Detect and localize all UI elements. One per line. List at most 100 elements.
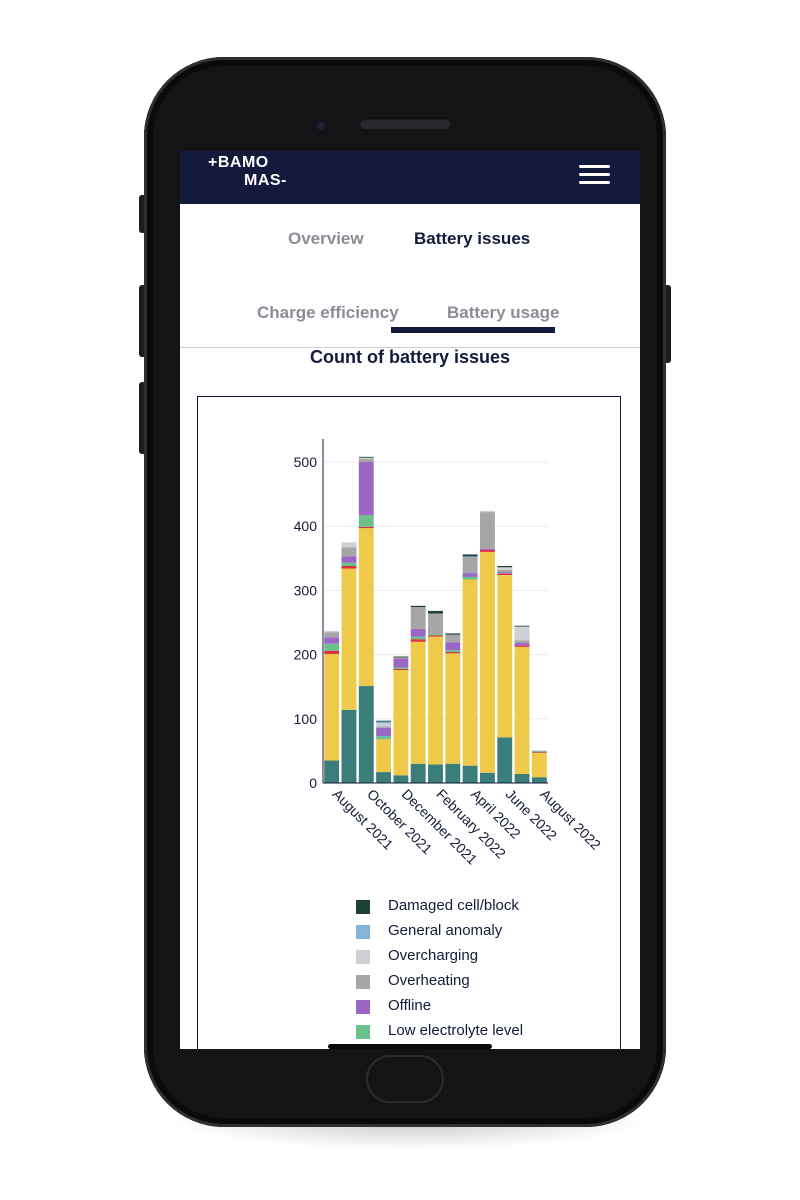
bar-segment — [410, 605, 426, 608]
bar-segment — [531, 750, 547, 752]
legend-swatch — [356, 900, 370, 914]
bar-segment — [376, 727, 392, 737]
bar-segment — [514, 645, 530, 647]
bar-segment — [376, 772, 392, 783]
tab-battery-usage[interactable]: Battery usage — [447, 303, 560, 322]
bar-segment — [531, 751, 547, 753]
bar-segment — [479, 549, 495, 552]
bar-segment — [393, 667, 409, 669]
bar-segment — [514, 626, 530, 641]
bar-segment — [358, 458, 374, 462]
bar-segment — [462, 576, 478, 580]
bar-segment — [531, 752, 547, 753]
front-camera — [316, 121, 326, 131]
bar-segment — [514, 640, 530, 644]
bar-segment — [376, 720, 392, 722]
legend-swatch — [356, 1000, 370, 1014]
legend-label: General anomaly — [388, 922, 503, 939]
tab-charge-efficiency[interactable]: Charge efficiency — [257, 303, 399, 322]
legend-swatch — [356, 975, 370, 989]
bar-segment — [376, 723, 392, 727]
bar-segment — [514, 774, 530, 783]
legend-label: Offline — [388, 997, 432, 1014]
legend-swatch — [356, 950, 370, 964]
bar-segment — [324, 637, 340, 644]
phone-screen: +BAMO MAS- Overview Battery issues Charg… — [180, 151, 640, 1049]
bar-segment — [462, 557, 478, 574]
bar-segment — [479, 510, 495, 513]
bar-segment — [428, 636, 443, 765]
legend-label: Overcharging — [388, 947, 479, 964]
bar-segment — [358, 686, 374, 783]
bar-segment — [445, 642, 461, 651]
earpiece-speaker — [359, 118, 451, 129]
app-header: +BAMO MAS- — [180, 151, 640, 204]
y-tick-label: 0 — [309, 775, 317, 791]
bar-segment — [428, 610, 443, 614]
bar-segment — [445, 653, 461, 764]
bar-segment — [410, 763, 426, 783]
bar-segment — [376, 736, 392, 740]
bar-segment — [393, 668, 409, 670]
bar-segment — [376, 726, 392, 728]
bar-segment — [445, 633, 461, 635]
bar-segment — [324, 630, 340, 633]
bar-segment — [376, 739, 392, 773]
bar-segment — [445, 650, 461, 653]
bar-segment — [479, 548, 495, 550]
active-tab-indicator — [391, 327, 555, 333]
legend-label: Damaged cell/block — [388, 897, 519, 914]
bar-segment — [341, 566, 357, 569]
tab-battery-issues[interactable]: Battery issues — [414, 229, 531, 248]
bar-segment — [341, 562, 357, 566]
y-tick-label: 400 — [294, 518, 318, 534]
volume-up-button — [139, 285, 146, 357]
y-tick-label: 500 — [294, 454, 318, 470]
bar-segment — [428, 635, 443, 637]
bar-segment — [514, 646, 530, 775]
bar-segment — [479, 772, 495, 783]
legend-swatch — [356, 1025, 370, 1039]
bar-segment — [393, 656, 409, 658]
bar-segment — [428, 613, 443, 635]
bar-segment — [358, 462, 374, 516]
bar-segment — [479, 512, 495, 549]
bar-segment — [341, 709, 357, 783]
silent-switch — [139, 195, 146, 233]
bar-segment — [393, 670, 409, 776]
home-button[interactable] — [366, 1055, 444, 1103]
screen-bottom-bar — [328, 1044, 492, 1049]
bar-segment — [358, 526, 374, 529]
bar-segment — [410, 628, 426, 637]
bar-segment — [410, 607, 426, 629]
y-tick-label: 200 — [294, 647, 318, 663]
bar-segment — [497, 573, 513, 575]
bar-segment — [393, 775, 409, 783]
legend-label: Low electrolyte level — [388, 1022, 524, 1039]
bar-segment — [324, 650, 340, 654]
logo-line-2: MAS- — [244, 172, 287, 189]
y-tick-label: 300 — [294, 582, 318, 598]
bar-segment — [341, 556, 357, 563]
bar-segment — [324, 643, 340, 651]
bar-segment — [410, 641, 426, 764]
bar-segment — [341, 547, 357, 557]
bar-segment — [445, 763, 461, 783]
bar-segment — [445, 652, 461, 654]
hamburger-menu-icon[interactable] — [579, 163, 611, 187]
bar-segment — [462, 579, 478, 766]
bar-segment — [514, 643, 530, 646]
bar-segment — [479, 551, 495, 773]
bar-segment — [341, 568, 357, 710]
bar-segment — [376, 721, 392, 724]
bar-segment — [531, 752, 547, 778]
bar-segment — [358, 457, 374, 459]
bar-segment — [497, 569, 513, 573]
tab-overview[interactable]: Overview — [288, 229, 364, 248]
bar-segment — [358, 515, 374, 527]
power-button — [664, 285, 671, 363]
bar-segment — [428, 764, 443, 783]
bar-segment — [324, 760, 340, 783]
bar-segment — [497, 566, 513, 568]
